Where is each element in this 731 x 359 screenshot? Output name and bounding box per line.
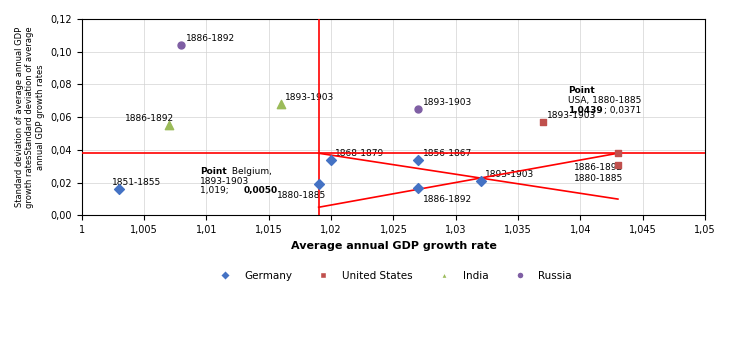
Point [412,157,424,163]
Text: 1886-1892: 1886-1892 [186,34,235,43]
Legend: Germany, United States, India, Russia: Germany, United States, India, Russia [211,266,576,285]
Point [175,42,187,48]
Text: 1880-1885: 1880-1885 [573,174,623,183]
Point [163,122,175,128]
Text: 1868-1879: 1868-1879 [336,149,385,158]
Point [412,106,424,112]
Text: Belgium,: Belgium, [229,167,272,176]
Text: 1,019;: 1,019; [200,186,232,195]
Point [113,186,125,192]
Text: 1886-1892: 1886-1892 [124,114,174,123]
Text: USA, 1880-1885: USA, 1880-1885 [568,96,641,105]
Text: 1856-1867: 1856-1867 [423,149,471,158]
Text: 1893-1903: 1893-1903 [200,177,249,186]
Point [612,162,624,168]
Text: 1880-1885: 1880-1885 [277,191,326,200]
Text: 0,0050: 0,0050 [244,186,278,195]
Text: 1851-1855: 1851-1855 [112,178,162,187]
Point [313,181,325,187]
Text: Point: Point [568,86,595,95]
Text: 1886-1892: 1886-1892 [423,195,471,204]
X-axis label: Average annual GDP growth rate: Average annual GDP growth rate [290,241,496,251]
Text: 1893-1903: 1893-1903 [423,98,471,107]
Point [412,185,424,191]
Point [325,157,337,163]
Point [612,150,624,156]
Text: 1886-1892: 1886-1892 [573,163,623,172]
Point [276,101,287,107]
Text: Point: Point [200,167,227,176]
Y-axis label: Standard deviation of average annual GDP
growth ratesStandard deviation of avera: Standard deviation of average annual GDP… [15,27,45,208]
Text: ; 0,0371: ; 0,0371 [605,106,641,115]
Text: 1,0439: 1,0439 [568,106,603,115]
Text: 1893-1903: 1893-1903 [548,111,596,120]
Point [475,178,487,184]
Text: 1893-1903: 1893-1903 [485,170,534,179]
Point [537,119,549,125]
Text: 1893-1903: 1893-1903 [285,93,335,102]
